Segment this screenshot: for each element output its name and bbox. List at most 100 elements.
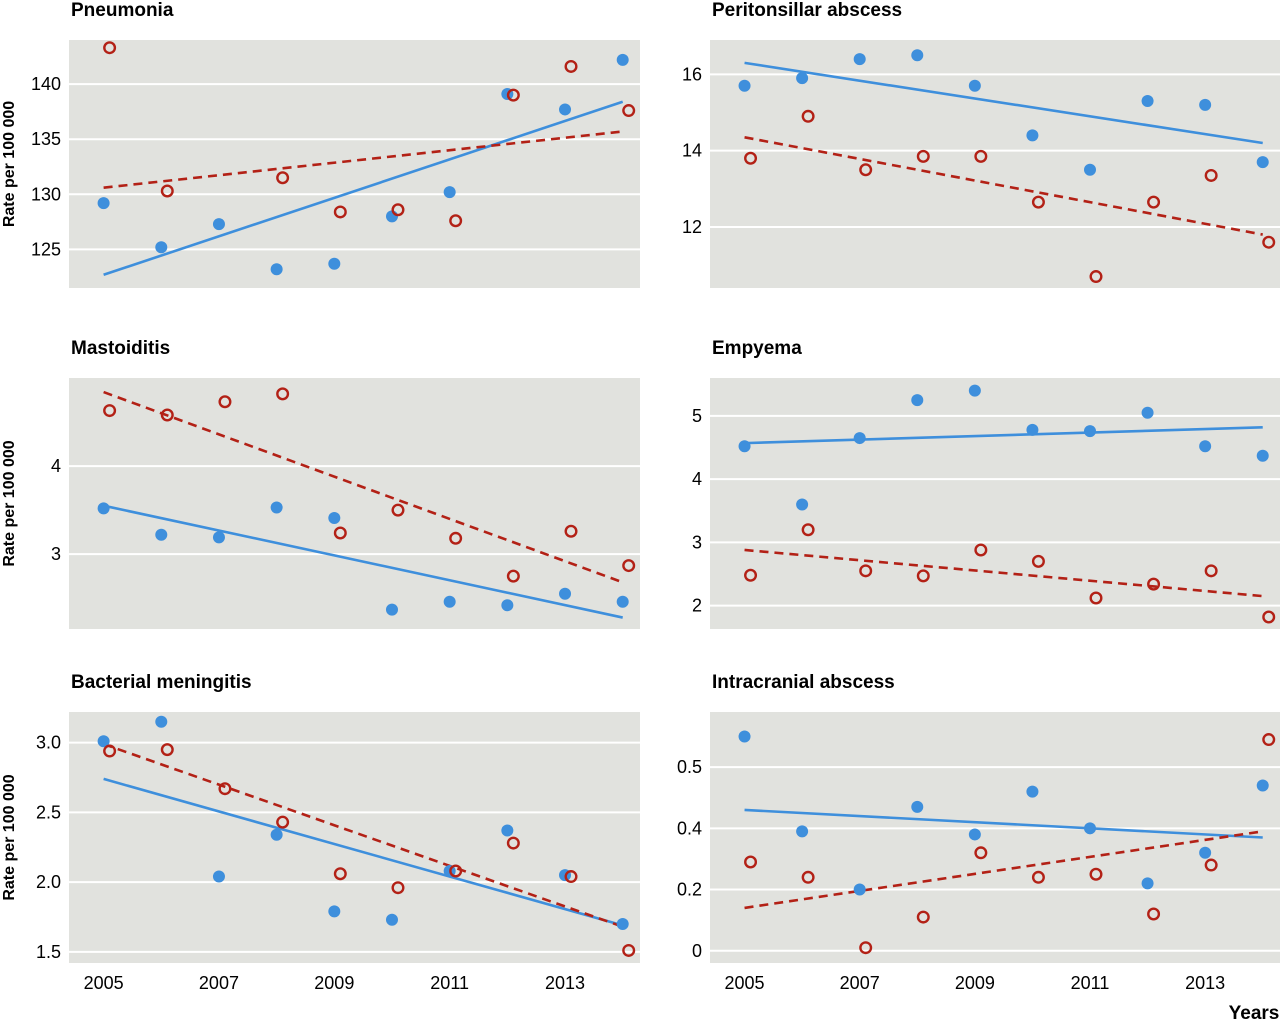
- data-point-filled: [853, 53, 866, 66]
- data-point-open: [333, 205, 347, 219]
- trend-line-dashed: [744, 136, 1263, 236]
- data-point-filled: [911, 49, 924, 62]
- data-point-filled: [328, 512, 341, 525]
- data-point-filled: [559, 103, 572, 116]
- data-point-filled: [968, 79, 981, 92]
- data-point-filled: [1026, 423, 1039, 436]
- x-axis-label: Years: [1229, 1003, 1280, 1021]
- data-point-filled: [1141, 95, 1154, 108]
- y-tick-label: 2.0: [36, 872, 61, 892]
- y-tick-label: 3: [51, 544, 61, 564]
- plot-area: [69, 378, 640, 629]
- data-point-open: [160, 743, 174, 757]
- data-point-open: [276, 171, 290, 185]
- data-point-filled: [968, 828, 981, 841]
- data-point-open: [744, 568, 758, 582]
- data-point-open: [974, 543, 988, 557]
- data-point-filled: [911, 394, 924, 407]
- data-point-filled: [385, 603, 398, 616]
- data-point-filled: [501, 599, 514, 612]
- panel-title: Pneumonia: [71, 0, 174, 21]
- data-point-filled: [911, 800, 924, 813]
- data-point-open: [333, 867, 347, 881]
- data-point-open: [506, 836, 520, 850]
- data-point-open: [333, 526, 347, 540]
- y-tick-label: 4: [692, 469, 702, 489]
- data-point-filled: [1084, 822, 1096, 835]
- x-tick-label: 2013: [545, 973, 585, 993]
- data-point-open: [449, 531, 463, 545]
- data-point-filled: [1026, 129, 1039, 142]
- x-tick-label: 2011: [1071, 973, 1110, 993]
- y-tick-label: 3.0: [36, 733, 61, 753]
- chart-panel-2: 12 14 16 Peritonsillar abscess: [682, 0, 1280, 288]
- data-point-filled: [1141, 877, 1154, 890]
- data-point-filled: [270, 828, 283, 841]
- y-axis-label: Rate per 100 000: [1, 440, 18, 566]
- trend-line-dashed: [744, 830, 1263, 910]
- trend-line-dashed: [103, 130, 623, 189]
- y-tick-label: 2: [692, 596, 702, 616]
- data-point-open: [916, 569, 930, 583]
- data-point-open: [1204, 168, 1218, 182]
- x-tick-label: 2007: [199, 973, 239, 993]
- data-point-open: [1204, 858, 1218, 872]
- data-point-filled: [270, 501, 283, 514]
- trend-line-solid: [744, 808, 1263, 839]
- data-point-open: [449, 214, 463, 228]
- plot-area: [710, 40, 1280, 288]
- data-point-open: [859, 941, 873, 955]
- data-point-open: [160, 408, 174, 422]
- data-point-filled: [1026, 785, 1039, 798]
- chart-panel-6: 0 0.2 0.4 0.5 2005 2007 2009 2011 2013 Intracrani…: [677, 672, 1280, 993]
- plot-area: [710, 712, 1280, 963]
- data-point-filled: [1256, 156, 1269, 169]
- chart-panel-4: 2 3 4 5 Empyema: [692, 338, 1280, 629]
- x-tick-label: 2011: [430, 973, 469, 993]
- data-point-filled: [796, 825, 809, 838]
- y-tick-label: 12: [682, 217, 702, 237]
- data-point-open: [1147, 195, 1161, 209]
- x-tick-label: 2009: [314, 973, 354, 993]
- data-point-filled: [443, 595, 456, 608]
- data-point-open: [744, 151, 758, 165]
- y-tick-label: 130: [31, 184, 61, 204]
- data-point-open: [1147, 577, 1161, 591]
- y-tick-label: 2.5: [36, 802, 61, 822]
- data-point-open: [218, 782, 232, 796]
- data-point-open: [916, 910, 930, 924]
- data-point-filled: [853, 883, 866, 896]
- y-axis-label: Rate per 100 000: [1, 101, 18, 227]
- data-point-open: [276, 815, 290, 829]
- data-point-open: [859, 163, 873, 177]
- data-point-open: [1262, 235, 1276, 249]
- data-point-open: [1031, 554, 1045, 568]
- data-point-filled: [328, 257, 341, 270]
- trend-line-dashed: [103, 390, 624, 584]
- data-point-open: [564, 870, 578, 884]
- data-point-open: [160, 184, 174, 198]
- data-point-open: [1089, 867, 1103, 881]
- data-point-filled: [559, 587, 572, 600]
- trend-line-solid: [744, 61, 1263, 145]
- data-point-open: [916, 149, 930, 163]
- data-point-open: [1262, 733, 1276, 747]
- data-point-open: [391, 881, 405, 895]
- data-point-filled: [212, 870, 225, 883]
- panel-title: Intracranial abscess: [712, 672, 895, 693]
- data-point-open: [103, 41, 117, 55]
- data-point-open: [801, 109, 815, 123]
- chart-panel-5: 1.5 2.0 2.5 3.0 2005 2007 2009 2011 2013 Bacteria…: [1, 672, 640, 993]
- data-point-open: [564, 59, 578, 73]
- data-point-filled: [796, 498, 809, 511]
- y-tick-label: 5: [692, 406, 702, 426]
- trend-line-solid: [103, 504, 623, 619]
- panel-title: Bacterial meningitis: [71, 672, 252, 693]
- data-point-filled: [738, 730, 751, 743]
- x-tick-label: 2007: [840, 973, 880, 993]
- data-point-filled: [385, 913, 398, 926]
- data-point-filled: [212, 531, 225, 544]
- data-point-open: [801, 870, 815, 884]
- data-point-open: [974, 149, 988, 163]
